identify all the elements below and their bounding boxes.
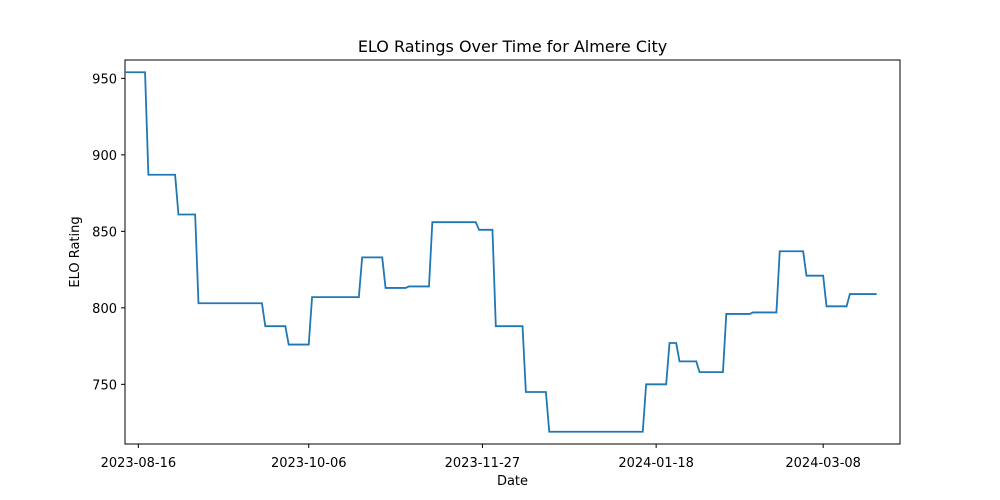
x-tick-label: 2024-01-18 [618,456,694,471]
y-tick-label: 900 [92,149,117,164]
chart-title: ELO Ratings Over Time for Almere City [358,37,667,56]
y-tick-label: 850 [92,225,117,240]
x-tick-label: 2023-10-06 [271,456,347,471]
plot-area [124,59,901,445]
y-tick-label: 950 [92,72,117,87]
y-axis: 750 800 850 900 950 [92,72,125,393]
x-axis: 2023-08-16 2023-10-06 2023-11-27 2024-01-18… [101,444,861,471]
elo-rating-line [125,71,877,433]
x-tick-label: 2023-08-16 [101,456,177,471]
x-tick-label: 2023-11-27 [445,456,521,471]
y-tick-label: 750 [92,378,117,393]
y-axis-label: ELO Rating [68,216,83,287]
x-axis-label: Date [497,474,528,489]
x-tick-label: 2024-03-08 [785,456,861,471]
y-tick-label: 800 [92,302,117,317]
